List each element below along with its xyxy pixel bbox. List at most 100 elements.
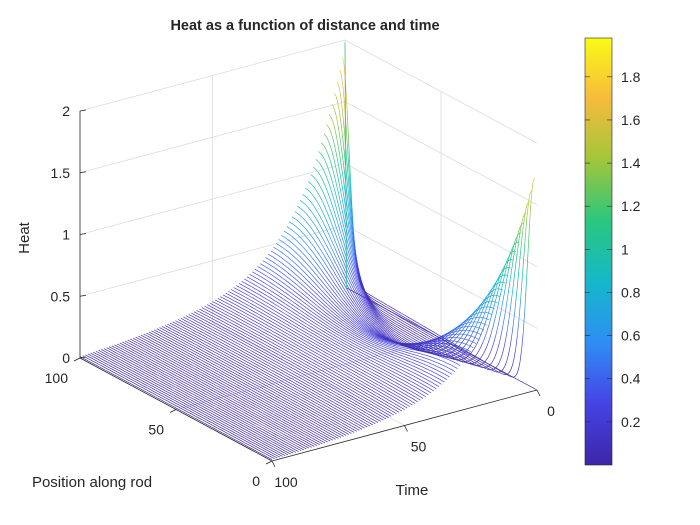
mesh-segment: [110, 368, 113, 370]
mesh-segment: [210, 362, 213, 364]
mesh-segment: [259, 376, 261, 378]
mesh-segment: [187, 395, 190, 398]
mesh-segment: [321, 430, 323, 433]
mesh-segment: [169, 371, 172, 374]
mesh-segment: [160, 387, 163, 390]
mesh-segment: [146, 378, 149, 380]
mesh-segment: [228, 408, 231, 410]
mesh-segment: [168, 339, 171, 342]
mesh-segment: [161, 395, 164, 398]
mesh-segment: [166, 377, 169, 379]
mesh-segment: [305, 424, 308, 427]
mesh-segment: [217, 395, 220, 397]
mesh-segment: [194, 365, 197, 368]
mesh-segment: [222, 340, 225, 342]
mesh-segment: [187, 324, 190, 326]
mesh-segment: [301, 424, 304, 427]
mesh-segment: [109, 369, 112, 372]
mesh-segment: [284, 420, 287, 422]
mesh-segment: [241, 361, 244, 364]
mesh-segment: [153, 377, 156, 379]
mesh-segment: [214, 384, 217, 387]
mesh-segment: [204, 402, 207, 404]
mesh-segment: [108, 364, 111, 367]
mesh-segment: [111, 373, 114, 375]
mesh-segment: [297, 432, 300, 434]
mesh-segment: [206, 380, 209, 382]
mesh-segment: [345, 432, 348, 434]
mesh-segment: [247, 416, 250, 418]
mesh-segment: [109, 353, 111, 355]
mesh-segment: [201, 331, 204, 334]
mesh-segment: [229, 370, 232, 372]
mesh-segment: [291, 445, 294, 447]
mesh-segment: [171, 351, 174, 353]
mesh-segment: [235, 424, 238, 426]
mesh-segment: [115, 352, 118, 354]
mesh-segment: [261, 382, 264, 385]
mesh-segment: [266, 447, 269, 449]
mesh-segment: [219, 408, 222, 411]
mesh-segment: [295, 442, 298, 445]
mesh-segment: [126, 376, 129, 379]
mesh-segment: [164, 337, 167, 339]
mesh-segment: [234, 387, 237, 390]
mesh-segment: [145, 341, 148, 344]
mesh-segment: [254, 431, 257, 434]
mesh-segment: [248, 437, 251, 440]
mesh-segment: [342, 410, 345, 412]
mesh-segment: [284, 452, 287, 455]
mesh-segment: [199, 417, 202, 420]
mesh-segment: [266, 405, 269, 407]
mesh-segment: [318, 419, 321, 422]
mesh-segment: [264, 389, 267, 391]
mesh-segment: [161, 399, 164, 402]
mesh-segment: [188, 337, 191, 340]
mesh-segment: [284, 410, 287, 412]
mesh-segment: [258, 415, 261, 417]
mesh-segment: [309, 414, 312, 416]
mesh-segment: [305, 404, 308, 407]
mesh-segment: [299, 409, 302, 411]
mesh-segment: [269, 417, 272, 419]
mesh-segment: [227, 410, 230, 412]
mesh-segment: [328, 396, 331, 399]
mesh-segment: [334, 418, 337, 420]
mesh-segment: [233, 365, 236, 367]
mesh-segment: [324, 439, 327, 442]
mesh-segment: [154, 368, 157, 371]
mesh-segment: [291, 426, 294, 429]
mesh-segment: [161, 393, 164, 395]
mesh-segment: [277, 406, 280, 409]
mesh-segment: [181, 339, 184, 341]
mesh-segment: [291, 419, 294, 421]
mesh-segment: [90, 359, 93, 362]
mesh-segment: [106, 354, 109, 356]
mesh-segment: [302, 400, 305, 402]
mesh-segment: [289, 388, 292, 390]
mesh-segment: [230, 416, 233, 418]
mesh-segment: [226, 407, 229, 410]
mesh-segment: [142, 364, 145, 366]
mesh-segment: [249, 390, 251, 393]
mesh-segment: [253, 444, 256, 447]
mesh-segment: [125, 362, 127, 364]
mesh-segment: [88, 358, 91, 361]
mesh-segment: [264, 384, 267, 387]
mesh-segment: [154, 351, 157, 354]
mesh-segment: [251, 416, 254, 418]
mesh-segment: [306, 395, 309, 397]
mesh-segment: [268, 381, 271, 384]
mesh-segment: [330, 408, 333, 411]
mesh-segment: [277, 381, 280, 383]
mesh-segment: [143, 383, 146, 386]
mesh-segment: [273, 391, 276, 394]
mesh-segment: [194, 411, 197, 413]
mesh-segment: [209, 398, 212, 400]
mesh-segment: [266, 419, 269, 422]
mesh-segment: [210, 396, 213, 398]
mesh-segment: [308, 426, 311, 428]
mesh-segment: [269, 455, 272, 458]
mesh-segment: [202, 334, 205, 337]
mesh-segment: [227, 381, 230, 383]
